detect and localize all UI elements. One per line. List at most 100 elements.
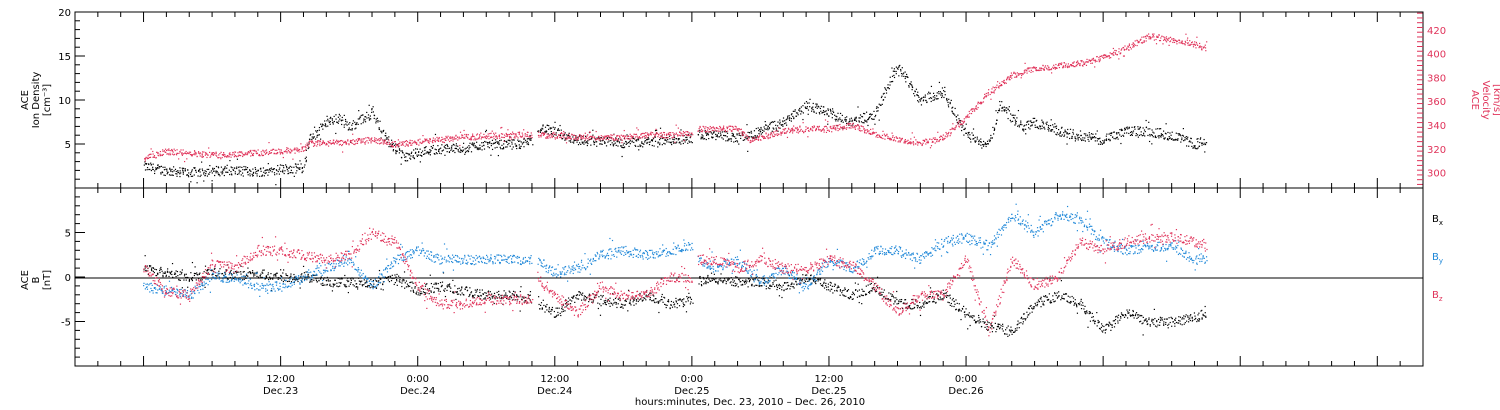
data-point [797,129,799,131]
data-point [280,149,283,151]
data-point [415,142,417,144]
data-point [939,135,942,137]
data-point [348,143,350,145]
data-point [757,136,759,138]
data-point [1201,49,1203,51]
data-point [707,127,710,129]
data-point [670,141,672,143]
data-point [725,140,727,142]
data-point [546,130,548,133]
data-point [1072,131,1074,134]
data-point [791,127,794,129]
data-point [445,147,447,150]
data-point [471,136,473,138]
data-point [543,133,545,135]
data-point [339,143,341,146]
data-point [990,91,992,93]
data-point [779,123,781,125]
data-point [742,134,744,136]
data-point [911,86,913,88]
data-point [208,269,210,271]
data-point [247,174,249,176]
data-point [1028,70,1030,72]
data-point [818,106,820,108]
data-point [146,169,148,171]
data-point [1037,126,1039,128]
data-point [385,132,387,134]
data-point [518,132,520,134]
data-point [1076,65,1078,67]
data-point [1158,34,1160,36]
data-point [919,142,921,144]
data-point [910,81,912,83]
data-point [1031,124,1033,127]
data-point [1173,41,1176,44]
data-point [655,128,657,130]
data-point [1126,48,1128,50]
data-point [1056,132,1059,134]
data-point [316,141,318,143]
data-point [1002,106,1004,108]
data-point [796,126,798,129]
data-point [321,141,323,144]
data-point [968,116,970,118]
data-point [203,271,205,273]
data-point [143,164,145,166]
data-point [866,129,868,131]
data-point [273,152,276,155]
data-point [234,151,237,153]
data-point [513,139,515,141]
data-point [351,129,353,131]
data-point [756,135,758,137]
data-point [441,144,443,146]
data-point [634,133,636,136]
data-point [823,126,826,128]
data-point [917,91,919,93]
data-point [164,272,166,274]
data-point [337,286,339,288]
data-point [544,126,547,128]
data-point [427,141,430,143]
data-point [1041,119,1043,121]
data-point [583,143,585,145]
x-tick-date: Dec.23 [263,386,298,397]
data-point [498,135,500,138]
data-point [425,292,427,294]
data-point [451,145,453,147]
data-point [584,140,586,142]
data-point [767,133,770,135]
data-point [701,131,703,133]
data-point [301,147,303,149]
data-point [1184,44,1186,46]
data-point [511,131,514,133]
data-point [702,138,704,140]
data-point [205,171,207,173]
data-point [407,144,409,146]
data-point [221,156,223,159]
data-point [298,278,300,280]
data-point [209,171,211,173]
data-point [612,144,614,146]
data-point [150,153,152,155]
data-point [193,153,195,155]
data-point [523,137,525,139]
data-point [302,146,304,148]
data-point [359,116,362,118]
data-point [232,169,235,171]
data-point [1053,131,1055,133]
data-point [1035,120,1037,122]
data-point [917,144,919,146]
data-point [243,278,245,281]
data-point [1195,47,1197,49]
data-point [575,135,578,137]
data-point [569,140,572,142]
data-point [407,153,409,155]
data-point [331,142,333,144]
data-point [1188,141,1190,143]
data-point [1188,145,1190,147]
data-point [222,168,224,170]
data-point [659,136,661,139]
data-point [388,146,390,148]
data-point [1121,129,1124,131]
data-point [1001,107,1003,109]
